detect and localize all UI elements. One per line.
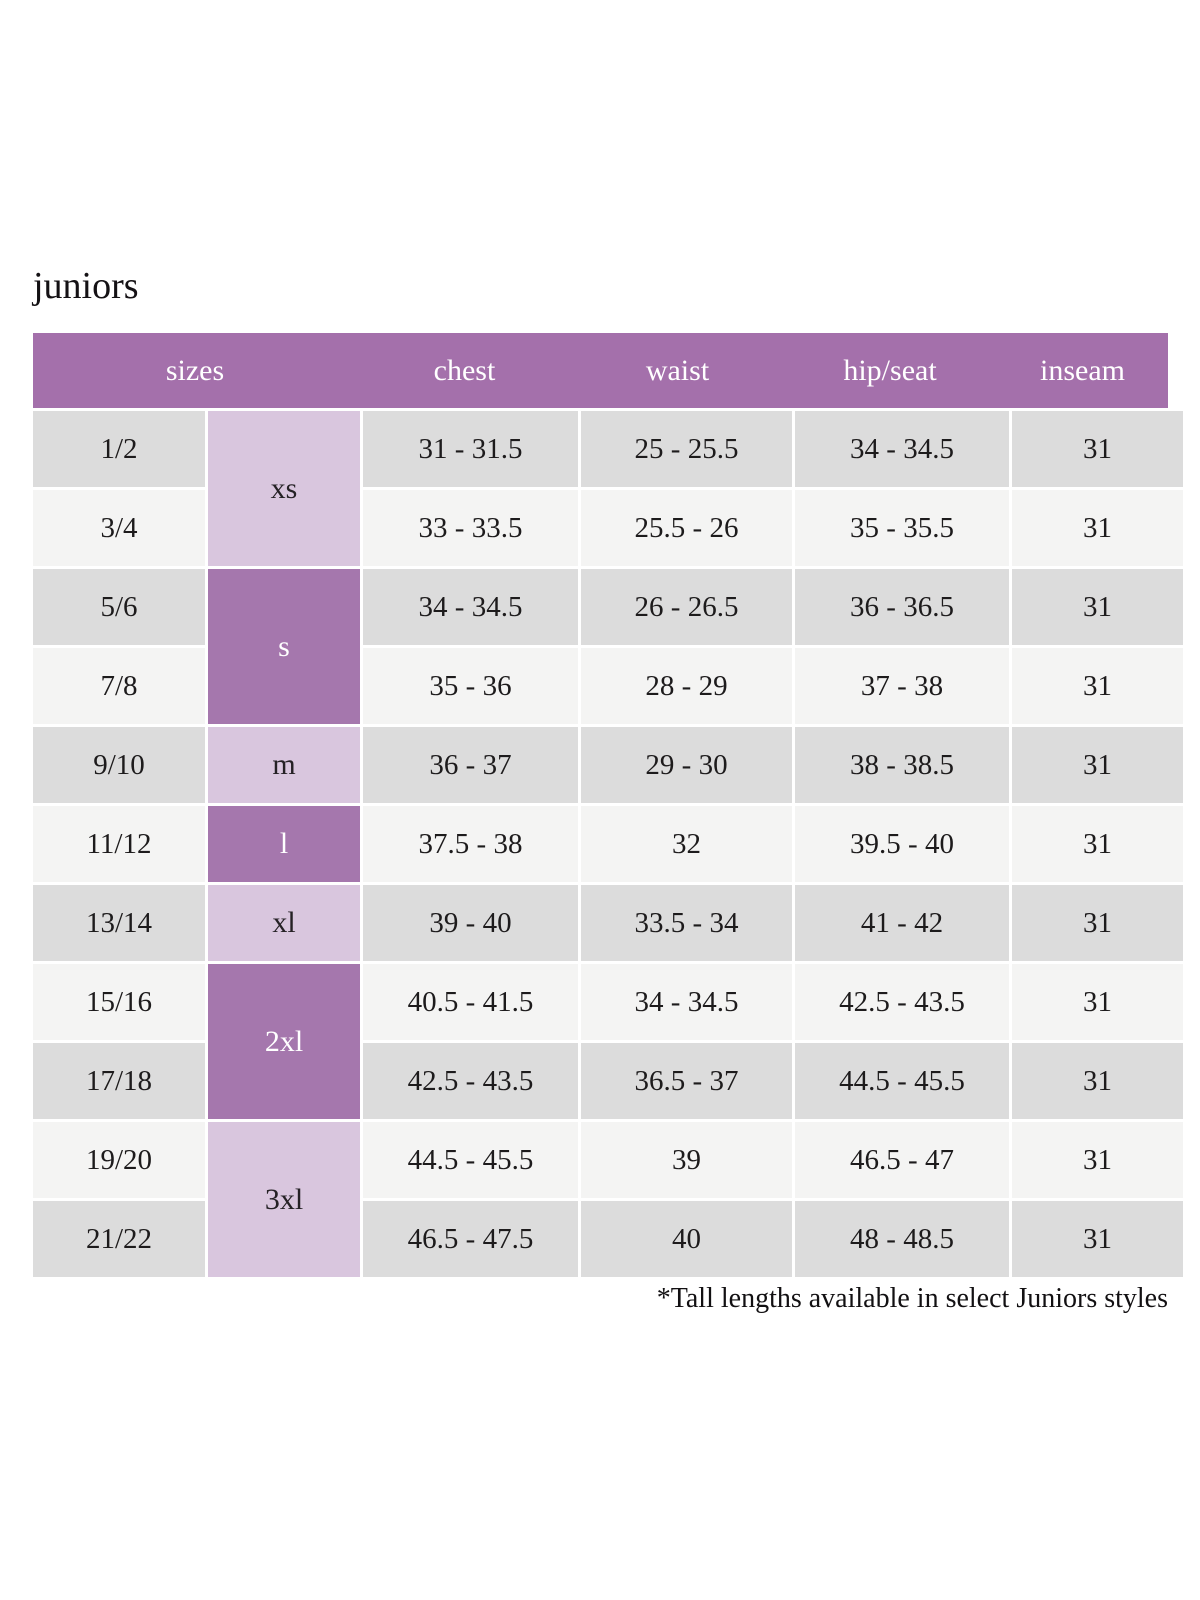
hip-seat-cell: 39.5 - 40 [795, 806, 1009, 882]
letter-size-cell: 2xl [208, 964, 360, 1119]
chest-cell: 35 - 36 [363, 648, 578, 724]
letter-size-cell: 3xl [208, 1122, 360, 1277]
waist-cell: 36.5 - 37 [581, 1043, 792, 1119]
inseam-cell: 31 [1012, 1122, 1183, 1198]
waist-cell: 34 - 34.5 [581, 964, 792, 1040]
waist-cell: 32 [581, 806, 792, 882]
hip-seat-cell: 38 - 38.5 [795, 727, 1009, 803]
waist-cell: 28 - 29 [581, 648, 792, 724]
hip-seat-cell: 35 - 35.5 [795, 490, 1009, 566]
waist-cell: 25 - 25.5 [581, 411, 792, 487]
inseam-cell: 31 [1012, 964, 1183, 1040]
hip-seat-cell: 34 - 34.5 [795, 411, 1009, 487]
column-header-sizes: sizes [165, 353, 225, 387]
size-cell: 17/18 [33, 1043, 205, 1119]
size-cell: 19/20 [33, 1122, 205, 1198]
page-title: juniors [33, 265, 139, 307]
inseam-cell: 31 [1012, 490, 1183, 566]
hip-seat-cell: 37 - 38 [795, 648, 1009, 724]
chest-cell: 42.5 - 43.5 [363, 1043, 578, 1119]
chest-cell: 39 - 40 [363, 885, 578, 961]
chest-cell: 46.5 - 47.5 [363, 1201, 578, 1277]
size-cell: 7/8 [33, 648, 205, 724]
waist-cell: 39 [581, 1122, 792, 1198]
inseam-cell: 31 [1012, 411, 1183, 487]
size-cell: 21/22 [33, 1201, 205, 1277]
column-header-waist: waist [645, 353, 710, 387]
letter-size-cell: xl [208, 885, 360, 961]
size-cell: 11/12 [33, 806, 205, 882]
inseam-cell: 31 [1012, 1043, 1183, 1119]
inseam-cell: 31 [1012, 1201, 1183, 1277]
hip-seat-cell: 44.5 - 45.5 [795, 1043, 1009, 1119]
chest-cell: 33 - 33.5 [363, 490, 578, 566]
size-cell: 3/4 [33, 490, 205, 566]
chest-cell: 31 - 31.5 [363, 411, 578, 487]
hip-seat-cell: 36 - 36.5 [795, 569, 1009, 645]
column-header-inseam: inseam [1040, 353, 1125, 387]
inseam-cell: 31 [1012, 648, 1183, 724]
column-header-hip-seat: hip/seat [843, 353, 937, 387]
inseam-cell: 31 [1012, 806, 1183, 882]
column-header-chest: chest [433, 353, 496, 387]
waist-cell: 33.5 - 34 [581, 885, 792, 961]
footnote: *Tall lengths available in select Junior… [656, 1283, 1168, 1314]
hip-seat-cell: 41 - 42 [795, 885, 1009, 961]
chest-cell: 44.5 - 45.5 [363, 1122, 578, 1198]
letter-size-cell: l [208, 806, 360, 882]
letter-size-cell: xs [208, 411, 360, 566]
size-cell: 15/16 [33, 964, 205, 1040]
inseam-cell: 31 [1012, 727, 1183, 803]
size-cell: 9/10 [33, 727, 205, 803]
letter-size-cell: s [208, 569, 360, 724]
chest-cell: 37.5 - 38 [363, 806, 578, 882]
waist-cell: 25.5 - 26 [581, 490, 792, 566]
inseam-cell: 31 [1012, 569, 1183, 645]
waist-cell: 29 - 30 [581, 727, 792, 803]
chest-cell: 36 - 37 [363, 727, 578, 803]
size-cell: 1/2 [33, 411, 205, 487]
chest-cell: 34 - 34.5 [363, 569, 578, 645]
chest-cell: 40.5 - 41.5 [363, 964, 578, 1040]
table-header-row: sizes chest waist hip/seat inseam [33, 333, 1168, 408]
hip-seat-cell: 48 - 48.5 [795, 1201, 1009, 1277]
waist-cell: 26 - 26.5 [581, 569, 792, 645]
inseam-cell: 31 [1012, 885, 1183, 961]
hip-seat-cell: 46.5 - 47 [795, 1122, 1009, 1198]
size-cell: 13/14 [33, 885, 205, 961]
hip-seat-cell: 42.5 - 43.5 [795, 964, 1009, 1040]
size-cell: 5/6 [33, 569, 205, 645]
letter-size-cell: m [208, 727, 360, 803]
size-chart-table: sizes chest waist hip/seat inseam 1/2 31 … [33, 333, 1183, 1277]
table-body: 1/2 31 - 31.5 25 - 25.5 34 - 34.5 31 3/4 33 - … [33, 411, 1183, 1277]
waist-cell: 40 [581, 1201, 792, 1277]
